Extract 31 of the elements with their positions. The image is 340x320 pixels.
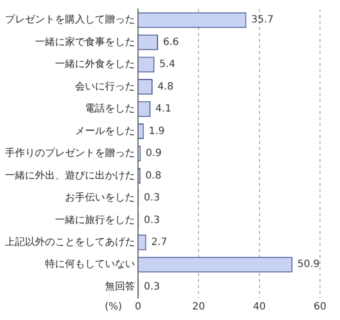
data-label: 4.1 <box>155 104 172 115</box>
y-tick-label: 特に何もしていない <box>45 258 135 270</box>
data-label: 5.4 <box>159 59 176 70</box>
y-tick-label: 上記以外のことをしてあげた <box>5 236 135 248</box>
x-tick-label: 0 <box>134 302 142 313</box>
x-tick-label: 40 <box>252 302 266 313</box>
data-label: 0.3 <box>144 281 160 292</box>
data-label: 6.6 <box>163 36 179 48</box>
y-tick-label: 電話をした <box>85 102 135 115</box>
x-axis-title: (%) <box>104 302 122 313</box>
y-tick-label: 手作りのプレゼントを贈った <box>5 147 135 160</box>
y-tick-label: 会いに行った <box>75 80 135 92</box>
data-label: 0.9 <box>146 148 162 160</box>
y-tick-label: お手伝いをした <box>65 192 135 204</box>
x-tick-label: 20 <box>192 302 206 313</box>
y-tick-label: プレゼントを購入して贈った <box>5 14 135 26</box>
data-label: 50.9 <box>297 259 320 270</box>
data-label: 0.3 <box>144 192 160 204</box>
y-tick-label: 一緒に家で食事をした <box>35 36 135 48</box>
data-label: 0.8 <box>145 170 162 182</box>
data-label: 2.7 <box>151 237 168 248</box>
data-label: 0.3 <box>144 214 160 226</box>
y-tick-label: 一緒に外出、遊びに出かけた <box>5 169 135 182</box>
data-label: 4.8 <box>158 81 174 92</box>
x-tick-label: 60 <box>314 302 326 313</box>
y-tick-label: メールをした <box>75 126 135 137</box>
data-label: 1.9 <box>148 126 165 137</box>
y-tick-label: 一緒に外食をした <box>55 58 135 70</box>
data-label: 35.7 <box>251 14 274 26</box>
y-tick-label: 一緒に旅行をした <box>55 214 135 226</box>
y-tick-label: 無回答 <box>105 280 135 292</box>
